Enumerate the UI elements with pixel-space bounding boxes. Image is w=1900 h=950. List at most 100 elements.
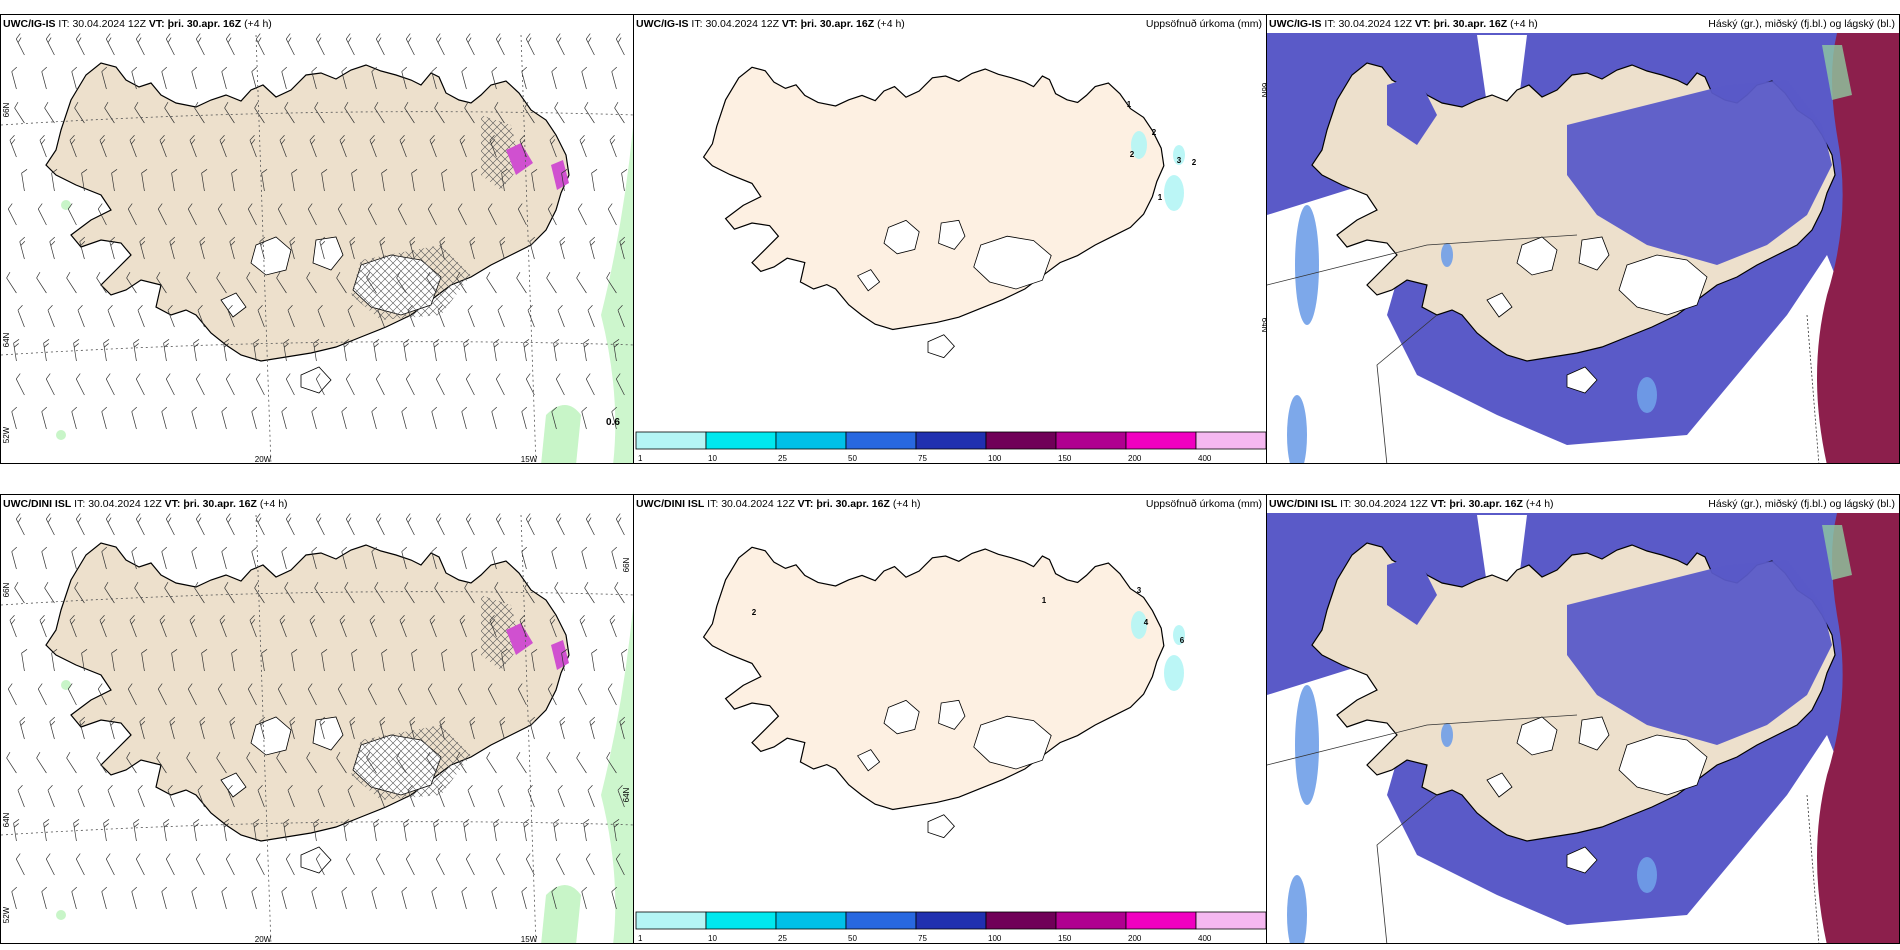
wind-barb-staff xyxy=(469,721,475,740)
wind-barb-flag xyxy=(281,619,286,625)
wind-barb-flag xyxy=(20,241,26,246)
wind-barb-staff xyxy=(36,277,47,294)
wind-barb xyxy=(313,819,320,842)
longitude-label: 15W xyxy=(521,455,538,464)
wind-barb-staff xyxy=(71,551,77,570)
wind-barb xyxy=(77,305,85,328)
wind-barb-flag xyxy=(227,305,233,311)
wind-barb-flag xyxy=(257,305,263,311)
glacier-outline xyxy=(1486,772,1513,798)
wind-barb-flag xyxy=(131,546,138,552)
wind-barb xyxy=(217,683,227,706)
wind-barb-flag xyxy=(170,241,176,246)
wind-barb xyxy=(186,751,197,774)
wind-barb xyxy=(615,853,625,876)
colorbar-tick-label: 25 xyxy=(778,454,787,463)
wind-barb-flag xyxy=(345,373,351,380)
wind-barb xyxy=(279,135,287,158)
wind-barb-staff xyxy=(404,107,415,124)
it-label: IT: xyxy=(1340,498,1352,510)
wind-barb-staff xyxy=(163,823,167,842)
wind-barb xyxy=(306,271,317,294)
wind-barb-staff xyxy=(411,173,415,192)
wind-barb-staff xyxy=(341,411,347,430)
wind-barb xyxy=(525,853,535,876)
wind-barb xyxy=(489,615,497,638)
wind-barb-staff xyxy=(15,518,25,536)
wind-barb xyxy=(561,169,568,192)
wind-barb-flag xyxy=(221,139,226,145)
wind-barb-flag xyxy=(43,823,49,828)
wind-barb-flag xyxy=(581,139,586,145)
wind-barb xyxy=(81,649,88,672)
wind-barb-flag xyxy=(557,517,562,523)
wind-barb-staff xyxy=(464,587,475,604)
wind-barb-staff xyxy=(67,208,77,226)
colorbar-tick-label: 100 xyxy=(988,934,1002,943)
wind-barb-flag xyxy=(399,615,405,621)
wind-barb-staff xyxy=(251,411,257,430)
wind-barb-staff xyxy=(7,688,17,706)
wind-barb-flag xyxy=(367,683,373,690)
wind-barb-staff xyxy=(524,107,535,124)
wind-barb-flag xyxy=(261,649,268,654)
wind-barb xyxy=(141,169,148,192)
wind-barb xyxy=(401,66,408,90)
wind-barb xyxy=(491,406,498,430)
wind-barb-flag xyxy=(465,33,471,40)
wind-barb-staff xyxy=(73,823,77,842)
wind-barb-staff xyxy=(313,343,317,362)
wind-barb-staff xyxy=(279,620,287,638)
glacier-outline xyxy=(938,219,966,250)
wind-barb xyxy=(195,373,205,396)
wind-barb xyxy=(229,716,236,740)
wind-barb-flag xyxy=(74,101,79,109)
wind-barb-staff xyxy=(557,790,565,808)
wind-barb-staff xyxy=(306,277,317,294)
wind-barb-staff xyxy=(283,343,287,362)
wind-barb-staff xyxy=(105,38,115,56)
wind-barb xyxy=(551,546,558,570)
wind-barb-flag xyxy=(253,339,260,344)
wind-barb-flag xyxy=(137,305,143,311)
wind-barb xyxy=(223,819,230,842)
wind-barb-flag xyxy=(99,615,105,621)
map-panel-bottom-left: UWC/DINI ISL IT: 30.04.2024 12Z VT: þri.… xyxy=(0,494,634,944)
wind-barb-flag xyxy=(426,271,431,279)
wind-barb-flag xyxy=(201,649,208,654)
wind-barb xyxy=(527,785,535,808)
wind-barb-flag xyxy=(347,305,353,311)
wind-barb xyxy=(551,406,558,430)
wind-barb-staff xyxy=(137,310,145,328)
wind-barb-flag xyxy=(396,751,401,759)
wind-barb-staff xyxy=(81,653,85,672)
low-cloud-area xyxy=(1637,377,1657,413)
wind-barb xyxy=(373,819,380,842)
wind-barb-staff xyxy=(551,71,557,90)
wind-barb-flag xyxy=(465,853,471,860)
wind-barb-flag xyxy=(523,819,530,824)
wind-barb-flag xyxy=(221,546,228,552)
wind-barb-staff xyxy=(467,790,475,808)
wind-barb-flag xyxy=(431,619,436,625)
wind-barb-flag xyxy=(551,66,558,72)
lead-time: (+4 h) xyxy=(1525,498,1554,510)
wind-barb-staff xyxy=(134,587,145,604)
wind-barb-staff xyxy=(561,173,565,192)
precip-area-green xyxy=(56,430,66,440)
wind-barb-flag xyxy=(103,339,110,344)
wind-barb-staff xyxy=(531,173,535,192)
wind-barb-flag xyxy=(435,853,441,860)
wind-barb-staff xyxy=(13,343,17,362)
wind-barb xyxy=(489,135,497,158)
wind-barb xyxy=(227,305,235,328)
glacier-outline xyxy=(1566,366,1598,394)
wind-barb-flag xyxy=(216,271,221,279)
wind-barb-staff xyxy=(287,310,295,328)
wind-barb xyxy=(441,169,448,192)
wind-barb-staff xyxy=(519,140,527,158)
wind-barb xyxy=(133,339,140,362)
iceland-landmass xyxy=(45,62,570,362)
value-label: 0.6 xyxy=(606,417,620,428)
wind-barb-staff xyxy=(375,858,385,876)
